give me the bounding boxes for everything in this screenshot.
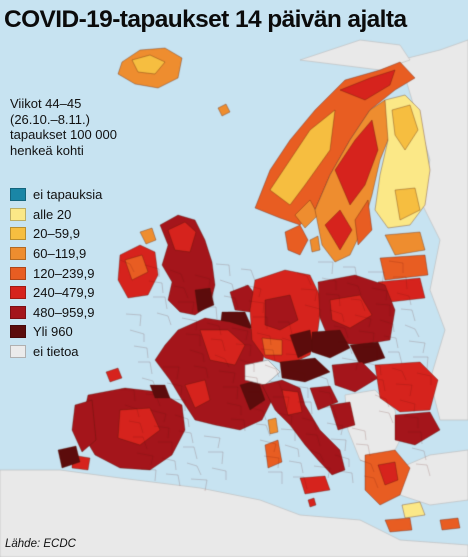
legend-swatch: [10, 305, 26, 319]
legend-label: 60–119,9: [33, 246, 87, 262]
legend-item-no-cases: ei tapauksia: [10, 185, 102, 205]
legend-item-480-960: 480–959,9: [10, 303, 102, 323]
legend-label: ei tapauksia: [33, 187, 103, 203]
source-note: Lähde: ECDC: [5, 538, 76, 550]
legend-item-no-data: ei tietoa: [10, 342, 102, 362]
map-legend: ei tapauksia alle 20 20–59,9 60–119,9 12…: [10, 185, 102, 361]
legend-item-under-20: alle 20: [10, 205, 102, 225]
legend-label: ei tietoa: [33, 344, 79, 360]
period-line-dates: (26.10.–8.11.): [10, 111, 90, 127]
legend-label: 480–959,9: [33, 304, 95, 320]
legend-swatch: [10, 188, 26, 202]
period-line-weeks: Viikot 44–45: [10, 96, 82, 111]
period-line-rate: tapaukset 100 000: [10, 127, 117, 142]
legend-item-120-240: 120–239,9: [10, 263, 102, 283]
period-line-per-people: henkeä kohti: [10, 142, 84, 158]
legend-swatch: [10, 247, 26, 261]
legend-item-over-960: Yli 960: [10, 322, 102, 342]
legend-item-240-480: 240–479,9: [10, 283, 102, 303]
legend-swatch: [10, 207, 26, 221]
legend-swatch: [10, 286, 26, 300]
legend-item-60-120: 60–119,9: [10, 244, 102, 264]
legend-label: 120–239,9: [33, 265, 95, 281]
legend-swatch: [10, 325, 26, 339]
legend-item-20-60: 20–59,9: [10, 224, 102, 244]
legend-label: 20–59,9: [33, 226, 80, 242]
legend-swatch: [10, 345, 26, 359]
legend-label: Yli 960: [33, 324, 73, 340]
page-title: COVID-19-tapaukset 14 päivän ajalta: [4, 6, 407, 33]
legend-swatch: [10, 266, 26, 280]
legend-label: alle 20: [33, 206, 72, 222]
legend-label: 240–479,9: [33, 285, 95, 301]
legend-swatch: [10, 227, 26, 241]
period-description: Viikot 44–45 (26.10.–8.11.) tapaukset 10…: [10, 96, 175, 158]
